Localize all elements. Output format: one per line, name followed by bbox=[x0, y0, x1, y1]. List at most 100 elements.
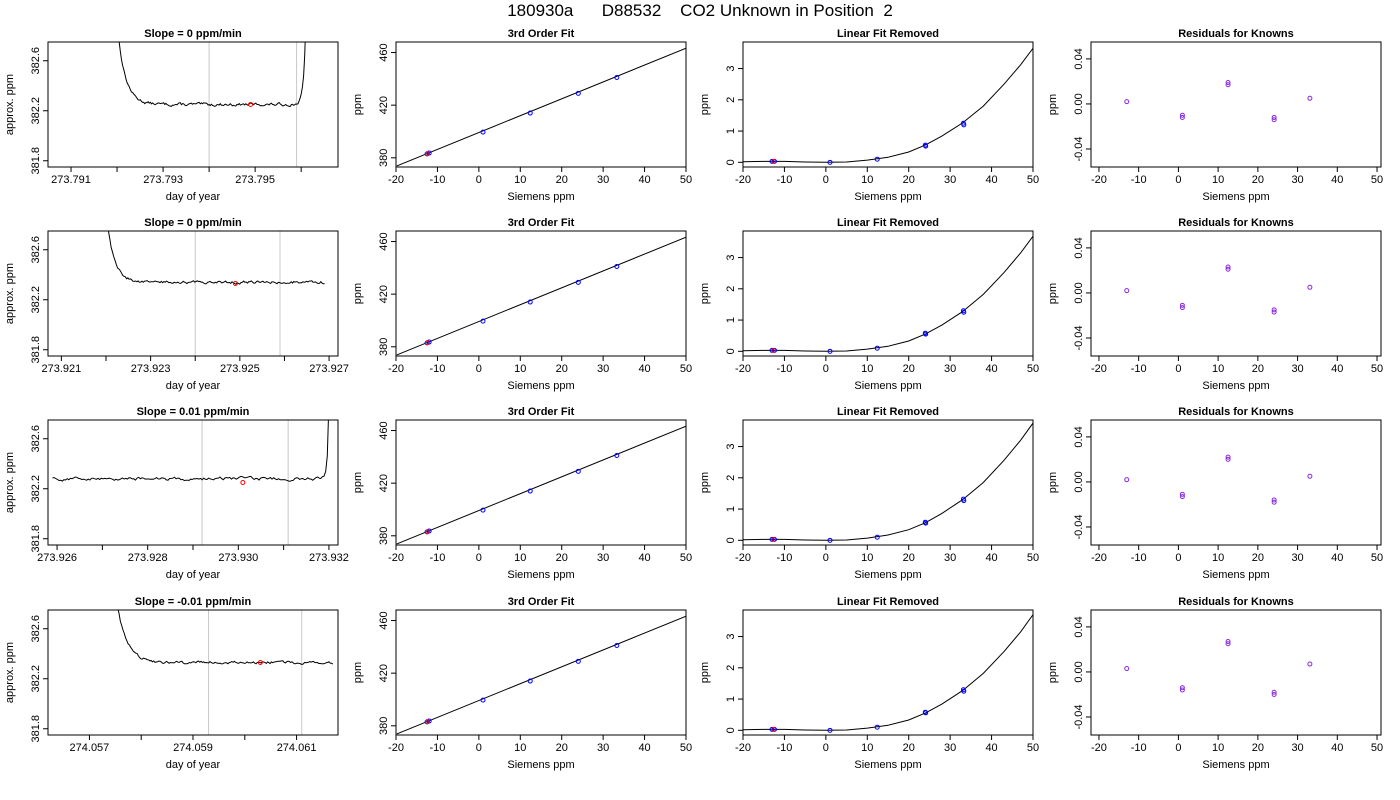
panel-title: Linear Fit Removed bbox=[837, 406, 939, 418]
y-tick-label: -0.04 bbox=[1073, 325, 1085, 350]
x-tick-label: 30 bbox=[597, 363, 609, 375]
y-tick-label: 0 bbox=[725, 348, 737, 354]
residual-point bbox=[1225, 264, 1231, 270]
y-tick-label: 0.00 bbox=[1073, 471, 1085, 492]
y-tick-label: 1 bbox=[725, 506, 737, 512]
x-tick-label: 10 bbox=[1212, 174, 1224, 186]
y-tick-label: 2 bbox=[725, 665, 737, 671]
plot-frame bbox=[395, 419, 687, 546]
panel-title: Slope = -0.01 ppm/min bbox=[135, 596, 252, 608]
x-tick-label: 30 bbox=[944, 363, 956, 375]
x-tick-label: 40 bbox=[985, 552, 997, 564]
residual-point bbox=[1179, 491, 1185, 497]
y-axis-label: ppm bbox=[352, 472, 364, 493]
x-tick-label: 0 bbox=[823, 742, 829, 754]
residual-point bbox=[1307, 95, 1313, 101]
x-tick-label: -20 bbox=[735, 363, 751, 375]
panel-title: 3rd Order Fit bbox=[508, 28, 575, 40]
cubic-residual-curve bbox=[743, 236, 1033, 352]
x-tick-label: 0 bbox=[823, 363, 829, 375]
x-tick-label: 50 bbox=[680, 742, 692, 754]
known-standard-point bbox=[874, 534, 880, 540]
x-axis-label: Siemens ppm bbox=[1202, 569, 1269, 581]
x-axis-label: Siemens ppm bbox=[854, 569, 921, 581]
unknown-sample-point bbox=[424, 529, 430, 535]
y-tick-label: 3 bbox=[725, 634, 737, 640]
x-tick-label: 40 bbox=[1331, 552, 1343, 564]
chart-panel-14: 3rd Order Fit Siemens ppm ppm -20 -10 0 10 20 30… bbox=[352, 596, 692, 771]
x-axis-label: day of year bbox=[166, 759, 221, 771]
plot-frame bbox=[47, 41, 339, 168]
plot-frame bbox=[47, 609, 339, 736]
plot-area bbox=[396, 47, 686, 167]
x-tick-label: 40 bbox=[985, 363, 997, 375]
residual-point bbox=[1271, 307, 1277, 313]
residual-point bbox=[1271, 309, 1277, 315]
known-standard-point bbox=[961, 309, 967, 315]
x-tick-label: 30 bbox=[1291, 363, 1303, 375]
residual-point bbox=[1179, 112, 1185, 118]
chart-panel-15: Linear Fit Removed Siemens ppm ppm -20 -10 0 1… bbox=[699, 596, 1039, 771]
ppm-trace-line bbox=[107, 231, 325, 285]
known-standard-point bbox=[480, 129, 486, 135]
y-axis-label: ppm bbox=[699, 662, 711, 683]
x-tick-label: 10 bbox=[861, 174, 873, 186]
x-tick-label: 10 bbox=[861, 552, 873, 564]
unknown-sample-point bbox=[424, 719, 430, 725]
x-tick-label: 20 bbox=[1252, 363, 1264, 375]
x-tick-label: 50 bbox=[1027, 552, 1039, 564]
chart-panel-7: Linear Fit Removed Siemens ppm ppm -20 -10 0 1… bbox=[699, 217, 1039, 392]
x-tick-label: 20 bbox=[556, 552, 568, 564]
chart-panel-10: 3rd Order Fit Siemens ppm ppm -20 -10 0 10 20 30… bbox=[352, 406, 692, 581]
x-tick-label: 30 bbox=[1291, 742, 1303, 754]
x-tick-label: 10 bbox=[861, 363, 873, 375]
y-tick-label: 2 bbox=[725, 286, 737, 292]
y-tick-label: 0.04 bbox=[1073, 237, 1085, 258]
y-tick-label: 382.6 bbox=[30, 47, 42, 75]
known-standard-point bbox=[874, 724, 880, 730]
x-axis-label: Siemens ppm bbox=[854, 380, 921, 392]
x-tick-label: 20 bbox=[903, 742, 915, 754]
y-tick-label: 1 bbox=[725, 696, 737, 702]
plot-frame bbox=[1090, 609, 1382, 736]
x-tick-label: 20 bbox=[903, 363, 915, 375]
y-tick-label: -0.04 bbox=[1073, 514, 1085, 539]
x-tick-label: 50 bbox=[680, 552, 692, 564]
plot-area bbox=[1124, 80, 1313, 123]
x-tick-label: 273.932 bbox=[309, 552, 349, 564]
y-tick-label: 381.8 bbox=[30, 336, 42, 364]
y-tick-label: 1 bbox=[725, 128, 737, 134]
residual-point bbox=[1225, 82, 1231, 88]
chart-panel-8: Residuals for Knowns Siemens ppm ppm -20 -10… bbox=[1047, 217, 1383, 392]
x-tick-label: 20 bbox=[903, 552, 915, 564]
x-axis-label: Siemens ppm bbox=[854, 191, 921, 203]
y-tick-label: 1 bbox=[725, 317, 737, 323]
y-axis-label: approx. ppm bbox=[4, 642, 16, 703]
x-tick-label: 273.923 bbox=[131, 363, 171, 375]
x-tick-label: 0 bbox=[1175, 742, 1181, 754]
figure-title: 180930a D88532 CO2 Unknown in Position 2 bbox=[507, 1, 893, 20]
x-tick-label: 40 bbox=[1331, 363, 1343, 375]
x-tick-label: 30 bbox=[944, 552, 956, 564]
residual-point bbox=[1124, 99, 1130, 105]
cubic-residual-curve bbox=[743, 614, 1033, 731]
x-tick-label: -10 bbox=[1131, 363, 1147, 375]
y-axis-label: ppm bbox=[352, 283, 364, 304]
known-standard-point bbox=[961, 688, 967, 694]
plot-frame bbox=[742, 230, 1034, 357]
residual-point bbox=[1179, 114, 1185, 120]
y-tick-label: 382.6 bbox=[30, 236, 42, 264]
fit-line bbox=[396, 425, 686, 545]
x-tick-label: 0 bbox=[1175, 363, 1181, 375]
plot-frame bbox=[742, 41, 1034, 168]
known-standard-point bbox=[480, 318, 486, 324]
y-tick-label: 381.8 bbox=[30, 525, 42, 553]
plot-area bbox=[118, 42, 306, 167]
residual-point bbox=[1124, 666, 1130, 672]
x-tick-label: 0 bbox=[823, 552, 829, 564]
y-tick-label: 0 bbox=[725, 159, 737, 165]
y-tick-label: 0 bbox=[725, 537, 737, 543]
y-tick-label: 380 bbox=[378, 527, 390, 545]
x-tick-label: 30 bbox=[597, 552, 609, 564]
